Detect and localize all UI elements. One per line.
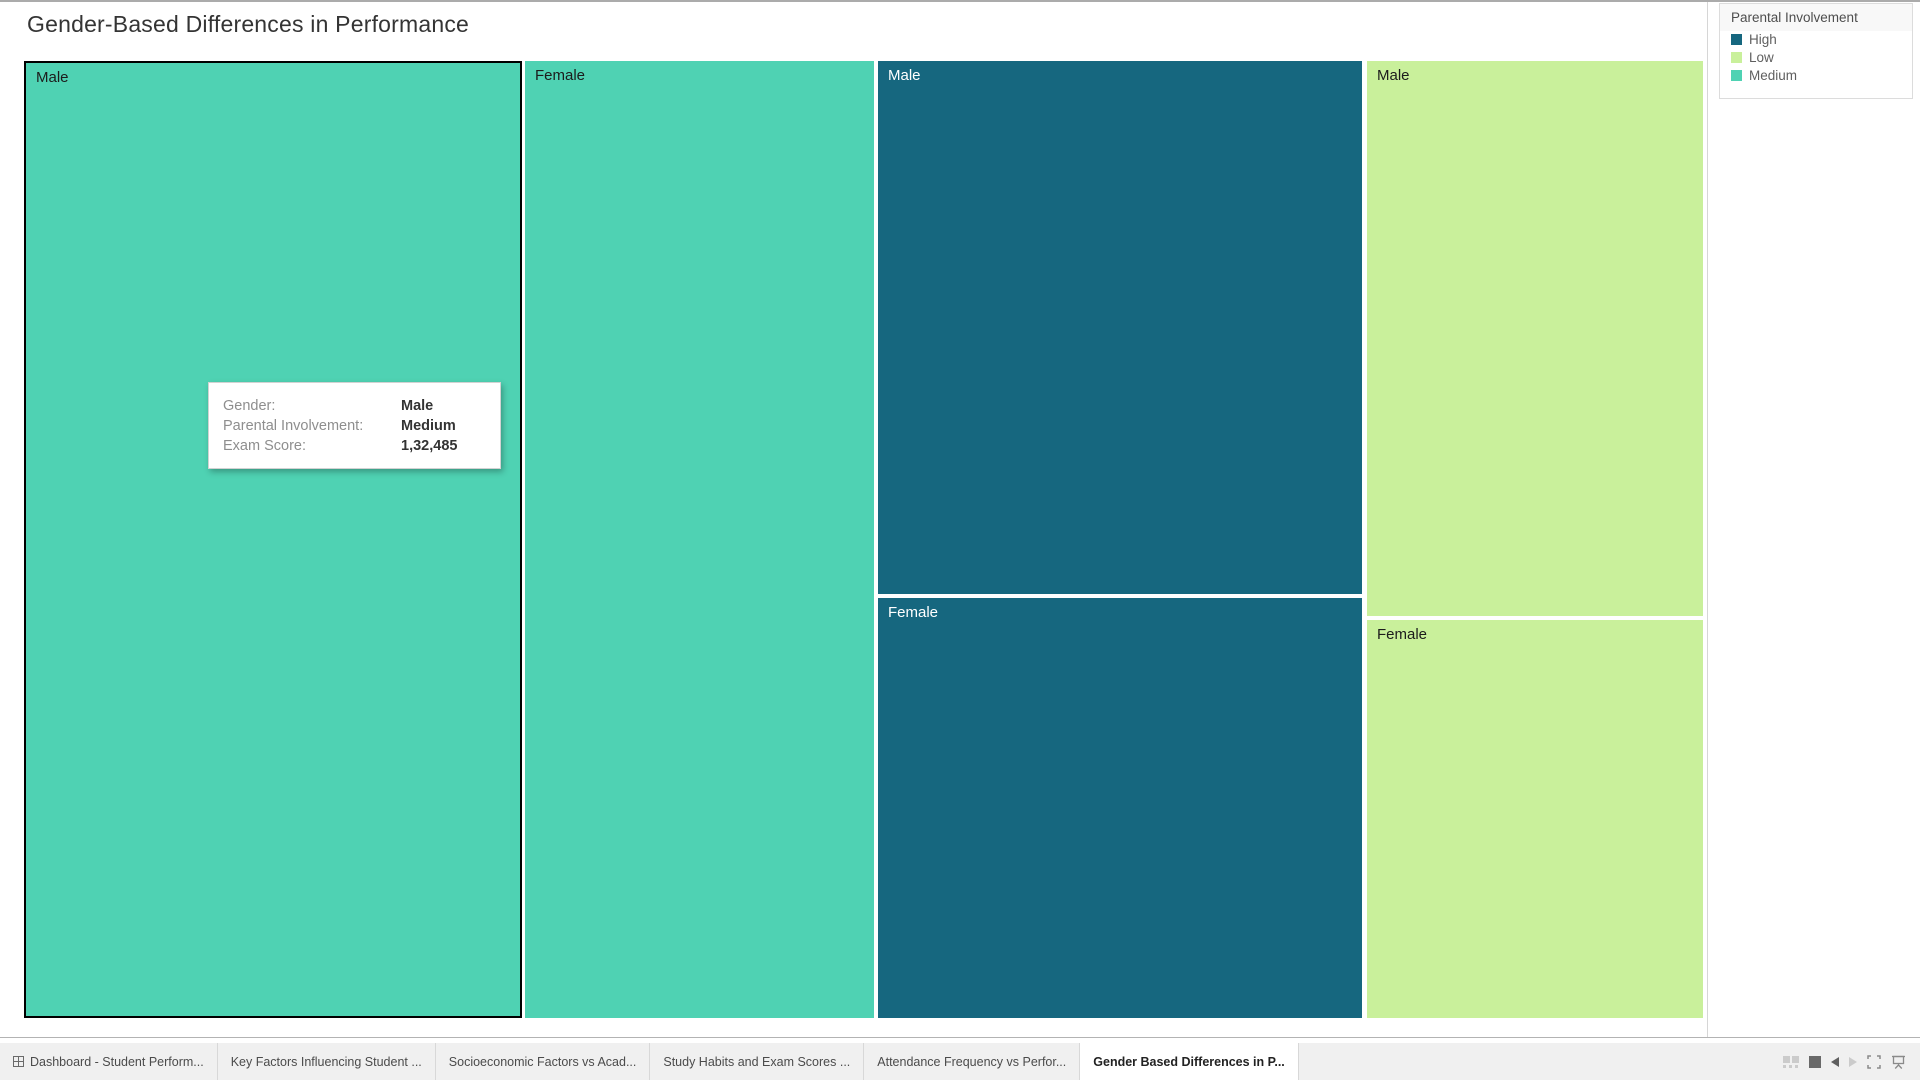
legend-item-low[interactable]: Low [1720,49,1912,67]
sheet-tab-bar: Dashboard - Student Perform... Key Facto… [0,1043,1920,1080]
sheet-title: Gender-Based Differences in Performance [27,11,470,37]
tab-label: Dashboard - Student Perform... [30,1054,204,1069]
treemap-cell-label: Male [888,67,921,84]
treemap-cell-label: Female [1377,626,1428,643]
tab-label: Key Factors Influencing Student ... [230,1054,422,1069]
treemap-cell-label: Male [36,69,69,86]
previous-sheet-icon[interactable] [1831,1056,1839,1067]
window-top-border [0,0,1920,2]
tooltip-value: 1,32,485 [401,438,458,454]
statusbar-controls [1783,1043,1920,1080]
tab-label: Attendance Frequency vs Perfor... [877,1054,1067,1069]
treemap-cell-high-male[interactable]: Male [878,61,1362,594]
legend-item-label: High [1749,32,1777,47]
legend-parental-involvement: Parental Involvement High Low Medium [1719,3,1913,99]
legend-item-medium[interactable]: Medium [1720,67,1912,85]
tooltip-value: Male [401,398,434,414]
tooltip-row: Gender: Male [223,396,486,416]
legend-item-label: Low [1749,50,1774,65]
legend-swatch-medium-icon [1731,70,1742,81]
tooltip-value: Medium [401,418,456,434]
tab-label: Socioeconomic Factors vs Acad... [448,1054,637,1069]
worksheet-right-border [1707,2,1708,1037]
treemap-cell-label: Male [1377,67,1410,84]
presentation-mode-icon[interactable] [1891,1055,1906,1069]
treemap-cell-medium-male[interactable]: Male [24,61,522,1018]
legend-title: Parental Involvement [1720,4,1912,31]
legend-item-high[interactable]: High [1720,31,1912,49]
treemap-cell-label: Female [888,604,939,621]
tab-study-habits[interactable]: Study Habits and Exam Scores ... [650,1043,865,1080]
tooltip-label: Gender: [223,398,276,414]
tab-socioeconomic-factors[interactable]: Socioeconomic Factors vs Acad... [436,1043,651,1080]
worksheet-bottom-border [0,1037,1920,1038]
tooltip-label: Exam Score: [223,438,306,454]
tab-dashboard-student-performance[interactable]: Dashboard - Student Perform... [0,1043,218,1080]
next-sheet-icon [1849,1056,1857,1067]
legend-item-label: Medium [1749,68,1798,83]
tab-label: Gender Based Differences in P... [1093,1054,1285,1069]
legend-swatch-high-icon [1731,34,1742,45]
sheet-sorter-icon [1783,1055,1799,1068]
tab-label: Study Habits and Exam Scores ... [663,1054,851,1069]
tab-gender-based-differences[interactable]: Gender Based Differences in P... [1080,1043,1299,1080]
tooltip-label: Parental Involvement: [223,418,364,434]
tooltip-row: Exam Score: 1,32,485 [223,436,486,456]
fullscreen-icon[interactable] [1867,1054,1881,1069]
show-tabs-icon[interactable] [1809,1055,1821,1068]
dashboard-grid-icon [13,1056,24,1067]
treemap-cell-medium-female[interactable]: Female [525,61,874,1018]
treemap-cell-low-male[interactable]: Male [1367,61,1703,616]
tab-attendance-frequency[interactable]: Attendance Frequency vs Perfor... [864,1043,1081,1080]
tooltip-row: Parental Involvement: Medium [223,416,486,436]
legend-swatch-low-icon [1731,52,1742,63]
tooltip: Gender: Male Parental Involvement: Mediu… [208,382,501,469]
treemap-cell-label: Female [535,67,586,84]
treemap-cell-high-female[interactable]: Female [878,598,1362,1018]
tab-key-factors[interactable]: Key Factors Influencing Student ... [218,1043,436,1080]
treemap-cell-low-female[interactable]: Female [1367,620,1703,1018]
sheet-tabs: Dashboard - Student Perform... Key Facto… [0,1043,1299,1080]
